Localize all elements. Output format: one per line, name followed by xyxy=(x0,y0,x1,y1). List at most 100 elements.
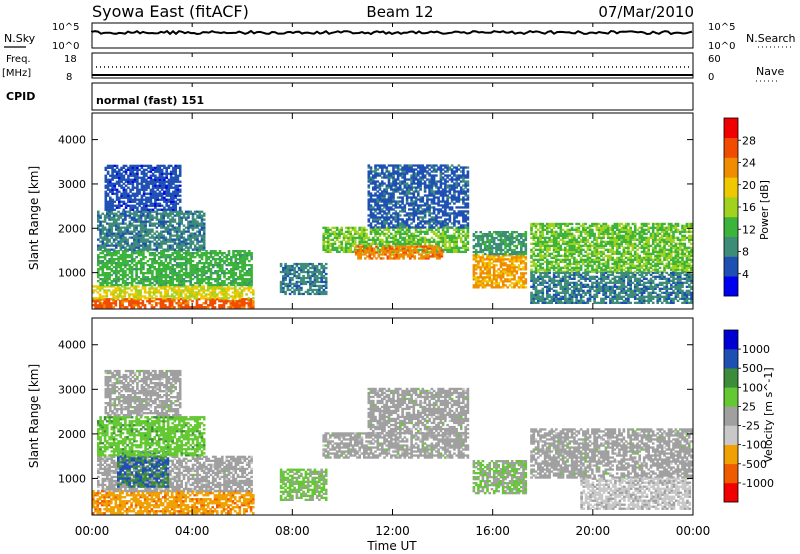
heatmap-cell xyxy=(144,232,147,235)
heatmap-cell xyxy=(104,166,108,169)
heatmap-cell xyxy=(408,202,411,205)
heatmap-cell xyxy=(182,297,185,300)
heatmap-cell xyxy=(369,222,373,225)
heatmap-cell xyxy=(295,270,299,274)
heatmap-cell xyxy=(133,278,136,281)
heatmap-cell xyxy=(464,238,467,241)
heatmap-cell xyxy=(166,280,170,283)
heatmap-cell xyxy=(180,220,183,223)
heatmap-cell xyxy=(148,244,152,247)
heatmap-cell xyxy=(104,206,108,209)
heatmap-cell xyxy=(481,256,485,259)
heatmap-cell xyxy=(200,297,203,300)
heatmap-cell xyxy=(344,226,348,229)
heatmap-cell xyxy=(231,306,235,309)
heatmap-cell xyxy=(227,300,230,303)
heatmap-cell xyxy=(171,272,174,275)
heatmap-cell xyxy=(155,236,159,239)
heatmap-cell xyxy=(130,248,134,251)
heatmap-cell xyxy=(381,190,384,193)
heatmap-cell xyxy=(435,170,438,173)
heatmap-cell xyxy=(399,184,402,187)
heatmap-cell xyxy=(446,186,449,189)
heatmap-cell xyxy=(134,293,138,296)
heatmap-cell xyxy=(103,295,106,298)
heatmap-cell xyxy=(137,218,141,221)
heatmap-cell xyxy=(151,264,154,267)
heatmap-cell xyxy=(455,190,458,193)
heatmap-cell xyxy=(123,287,127,290)
heatmap-cell xyxy=(137,280,141,283)
heatmap-cell xyxy=(417,194,420,197)
heatmap-cell xyxy=(130,212,134,215)
heatmap-cell xyxy=(396,230,400,233)
heatmap-cell xyxy=(383,164,386,167)
heatmap-cell xyxy=(441,176,445,179)
heatmap-cell xyxy=(130,282,134,285)
heatmap-cell xyxy=(479,274,482,277)
heatmap-cell xyxy=(306,270,310,274)
heatmap-cell xyxy=(410,184,413,187)
heatmap-cell xyxy=(211,298,214,301)
heatmap-cell xyxy=(435,184,438,187)
heatmap-cell xyxy=(450,176,454,179)
heatmap-cell xyxy=(97,224,100,227)
heatmap-cell xyxy=(240,293,244,296)
heatmap-cell xyxy=(252,304,255,307)
heatmap-cell xyxy=(387,178,391,181)
heatmap-cell xyxy=(103,262,107,265)
heatmap-cell xyxy=(145,178,148,181)
heatmap-cell xyxy=(367,170,371,173)
heatmap-cell xyxy=(450,198,454,201)
heatmap-cell xyxy=(462,224,465,227)
heatmap-cell xyxy=(385,206,389,209)
heatmap-cell xyxy=(111,178,114,181)
heatmap-cell xyxy=(392,200,395,203)
heatmap-cell xyxy=(154,190,157,193)
heatmap-cell xyxy=(373,249,376,252)
heatmap-cell xyxy=(127,180,130,183)
heatmap-cell xyxy=(430,184,434,187)
heatmap-cell xyxy=(147,182,150,185)
heatmap-cell xyxy=(435,192,438,195)
heatmap-cell xyxy=(142,256,145,259)
heatmap-cell xyxy=(419,242,422,245)
heatmap-cell xyxy=(176,176,180,179)
heatmap-cell xyxy=(248,283,251,287)
heatmap-cell xyxy=(479,276,482,279)
heatmap-cell xyxy=(131,184,135,187)
heatmap-cell xyxy=(149,166,153,169)
heatmap-cell xyxy=(164,228,168,231)
heatmap-cell xyxy=(160,180,164,183)
heatmap-cell xyxy=(291,278,294,282)
heatmap-cell xyxy=(140,196,144,199)
heatmap-cell xyxy=(146,250,150,253)
heatmap-cell xyxy=(110,293,113,296)
heatmap-cell xyxy=(384,249,387,252)
heatmap-cell xyxy=(250,252,253,255)
heatmap-cell xyxy=(335,232,339,235)
heatmap-cell xyxy=(432,240,436,243)
heatmap-cell xyxy=(135,234,138,237)
heatmap-cell xyxy=(148,298,151,301)
heatmap-cell xyxy=(369,166,373,169)
heatmap-cell xyxy=(363,226,366,229)
heatmap-cell xyxy=(428,190,431,193)
heatmap-cell xyxy=(457,220,461,223)
heatmap-cell xyxy=(184,264,188,267)
heatmap-cell xyxy=(490,266,494,269)
heatmap-cell xyxy=(106,234,109,237)
heatmap-cell xyxy=(99,274,102,277)
heatmap-cell xyxy=(108,240,111,243)
heatmap-cell xyxy=(249,304,253,307)
heatmap-cell xyxy=(130,289,133,292)
heatmap-cell xyxy=(160,234,163,237)
heatmap-cell xyxy=(457,178,461,181)
heatmap-cell xyxy=(427,253,430,256)
heatmap-cell xyxy=(417,164,420,167)
heatmap-cell xyxy=(372,212,375,215)
heatmap-cell xyxy=(134,285,138,288)
heatmap-cell xyxy=(396,226,400,229)
heatmap-cell xyxy=(385,236,389,239)
heatmap-cell xyxy=(213,297,217,300)
